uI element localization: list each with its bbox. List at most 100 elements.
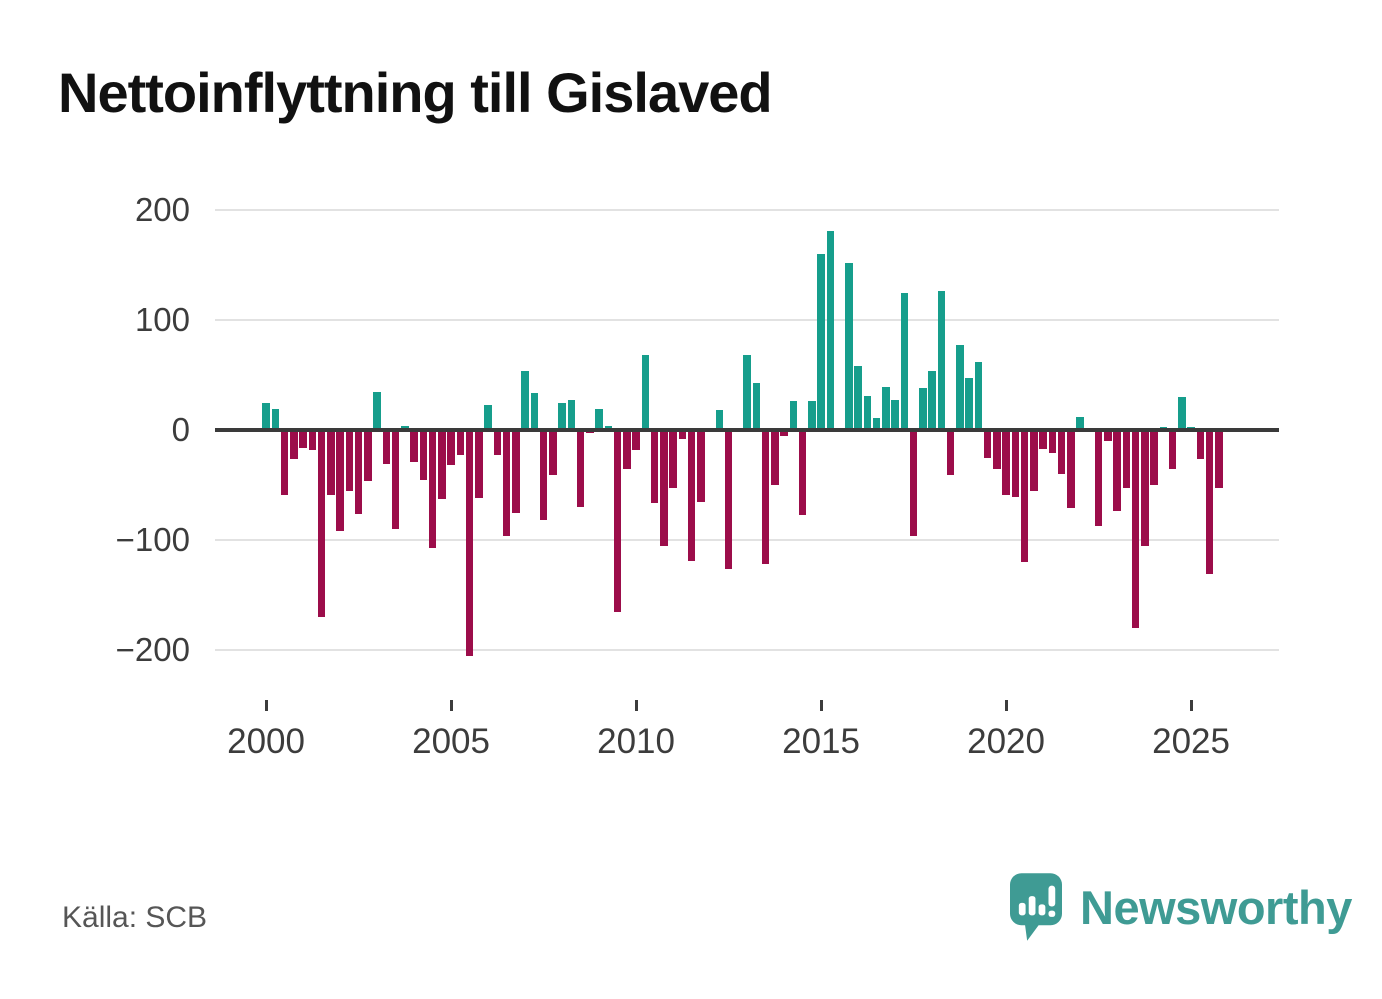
bar-quarter-2002-q3 [354, 430, 363, 514]
y-axis-tick-label: −200 [115, 631, 190, 668]
x-axis-label-2015: 2015 [782, 722, 860, 761]
bar-quarter-2003-q1 [373, 391, 381, 430]
x-axis-zero-line [215, 428, 1279, 432]
bar-quarter-2007-q2 [530, 392, 539, 430]
x-axis-tick-2020 [1004, 700, 1008, 711]
bar-quarter-2023-q1 [1113, 430, 1121, 512]
bar-quarter-2015-q1 [817, 254, 825, 430]
bar-quarter-2005-q3 [465, 430, 474, 656]
bar-quarter-2014-q1 [780, 430, 788, 436]
bar-quarter-2007-q3 [539, 430, 548, 521]
newsworthy-logo-icon [1010, 873, 1062, 941]
bar-quarter-2001-q2 [308, 430, 317, 450]
bar-quarter-2019-q2 [974, 361, 983, 430]
bar-quarter-2007-q1 [521, 370, 529, 430]
bar-quarter-2021-q2 [1048, 430, 1057, 454]
y-axis-tick-label: 0 [171, 411, 190, 448]
bar-quarter-2011-q2 [678, 430, 687, 439]
bar-quarter-2019-q1 [965, 378, 973, 430]
y-axis-tick-label: 100 [134, 301, 190, 338]
bar-quarter-2018-q3 [946, 430, 955, 476]
bar-quarter-2025-q3 [1205, 430, 1214, 575]
bar-quarter-2022-q3 [1094, 430, 1103, 526]
bar-quarter-2016-q3 [872, 417, 881, 430]
bar-quarter-2010-q3 [650, 430, 659, 503]
bar-quarter-2011-q1 [669, 430, 677, 489]
bar-quarter-2021-q3 [1057, 430, 1066, 474]
bar-quarter-2016-q4 [882, 387, 890, 430]
bar-quarter-2009-q4 [623, 430, 631, 469]
bar-quarter-2009-q2 [604, 425, 613, 430]
bar-quarter-2024-q3 [1168, 430, 1177, 469]
bar-quarter-2013-q4 [771, 430, 779, 485]
bar-quarter-2018-q2 [937, 291, 946, 430]
bar-quarter-2023-q3 [1131, 430, 1140, 628]
bar-quarter-2000-q4 [290, 430, 298, 459]
bar-quarter-2012-q3 [724, 430, 733, 569]
bar-quarter-2008-q2 [567, 400, 576, 430]
bar-quarter-2013-q2 [752, 382, 761, 430]
bar-quarter-2001-q4 [327, 430, 335, 495]
bar-quarter-2002-q4 [364, 430, 372, 481]
source-note: Källa: SCB [62, 901, 208, 934]
bar-quarter-2005-q1 [447, 430, 455, 466]
x-axis-tick-2010 [634, 700, 638, 711]
bar-quarter-2022-q1 [1076, 416, 1084, 430]
x-axis-label-2020: 2020 [967, 722, 1045, 761]
bar-quarter-2016-q2 [863, 395, 872, 430]
chart-title: Nettoinflyttning till Gislaved [58, 61, 773, 124]
x-axis-label-2025: 2025 [1152, 722, 1230, 761]
bar-quarter-2006-q2 [493, 430, 502, 456]
y-axis-tick-label: 200 [134, 191, 190, 228]
bar-quarter-2010-q1 [632, 430, 640, 450]
bar-quarter-2011-q3 [687, 430, 696, 561]
bar-quarter-2000-q3 [280, 430, 289, 495]
bar-quarter-2014-q2 [789, 401, 798, 430]
bar-quarter-2021-q1 [1039, 430, 1047, 449]
bar-quarter-2008-q1 [558, 402, 566, 430]
bar-quarter-2006-q3 [502, 430, 511, 536]
bar-quarter-2020-q2 [1011, 430, 1020, 498]
bar-quarter-2011-q4 [697, 430, 705, 502]
x-axis-tick-2000 [264, 700, 268, 711]
gridline-y--100 [215, 539, 1279, 541]
x-axis-tick-2025 [1189, 700, 1193, 711]
x-axis-label-2000: 2000 [227, 722, 305, 761]
bar-quarter-2005-q4 [475, 430, 483, 499]
gridline-y--200 [215, 649, 1279, 651]
bar-quarter-2003-q4 [401, 425, 409, 430]
bar-quarter-2012-q2 [715, 410, 724, 430]
x-axis-tick-2005 [449, 700, 453, 711]
bar-quarter-2000-q2 [271, 409, 280, 430]
bar-quarter-2025-q4 [1215, 430, 1223, 489]
newsworthy-brand: Newsworthy [1010, 872, 1352, 942]
bar-quarter-2020-q3 [1020, 430, 1029, 562]
gridline-y-100 [215, 319, 1279, 321]
bar-quarter-2006-q1 [484, 404, 492, 430]
bar-quarter-2017-q1 [891, 400, 899, 430]
bar-quarter-2018-q4 [956, 345, 964, 430]
bar-quarter-2017-q3 [909, 430, 918, 536]
bar-quarter-2013-q1 [743, 355, 751, 430]
bar-quarter-2015-q2 [826, 230, 835, 430]
bar-quarter-2008-q3 [576, 430, 585, 507]
bar-quarter-2020-q4 [1030, 430, 1038, 491]
bar-quarter-2003-q3 [391, 430, 400, 529]
bar-quarter-2004-q4 [438, 430, 446, 500]
newsworthy-wordmark: Newsworthy [1080, 880, 1352, 934]
bar-quarter-2009-q3 [613, 430, 622, 612]
bar-quarter-2022-q4 [1104, 430, 1112, 441]
bar-quarter-2019-q3 [983, 430, 992, 458]
bar-quarter-2003-q2 [382, 430, 391, 465]
bar-quarter-2017-q4 [919, 388, 927, 430]
x-axis-label-2010: 2010 [597, 722, 675, 761]
bar-quarter-2018-q1 [928, 370, 936, 430]
bar-quarter-2017-q2 [900, 292, 909, 430]
bar-quarter-2015-q4 [845, 262, 853, 430]
bar-quarter-2002-q1 [336, 430, 344, 532]
bar-quarter-2009-q1 [595, 409, 603, 430]
bar-quarter-2010-q2 [641, 355, 650, 430]
bar-quarter-2014-q3 [798, 430, 807, 515]
